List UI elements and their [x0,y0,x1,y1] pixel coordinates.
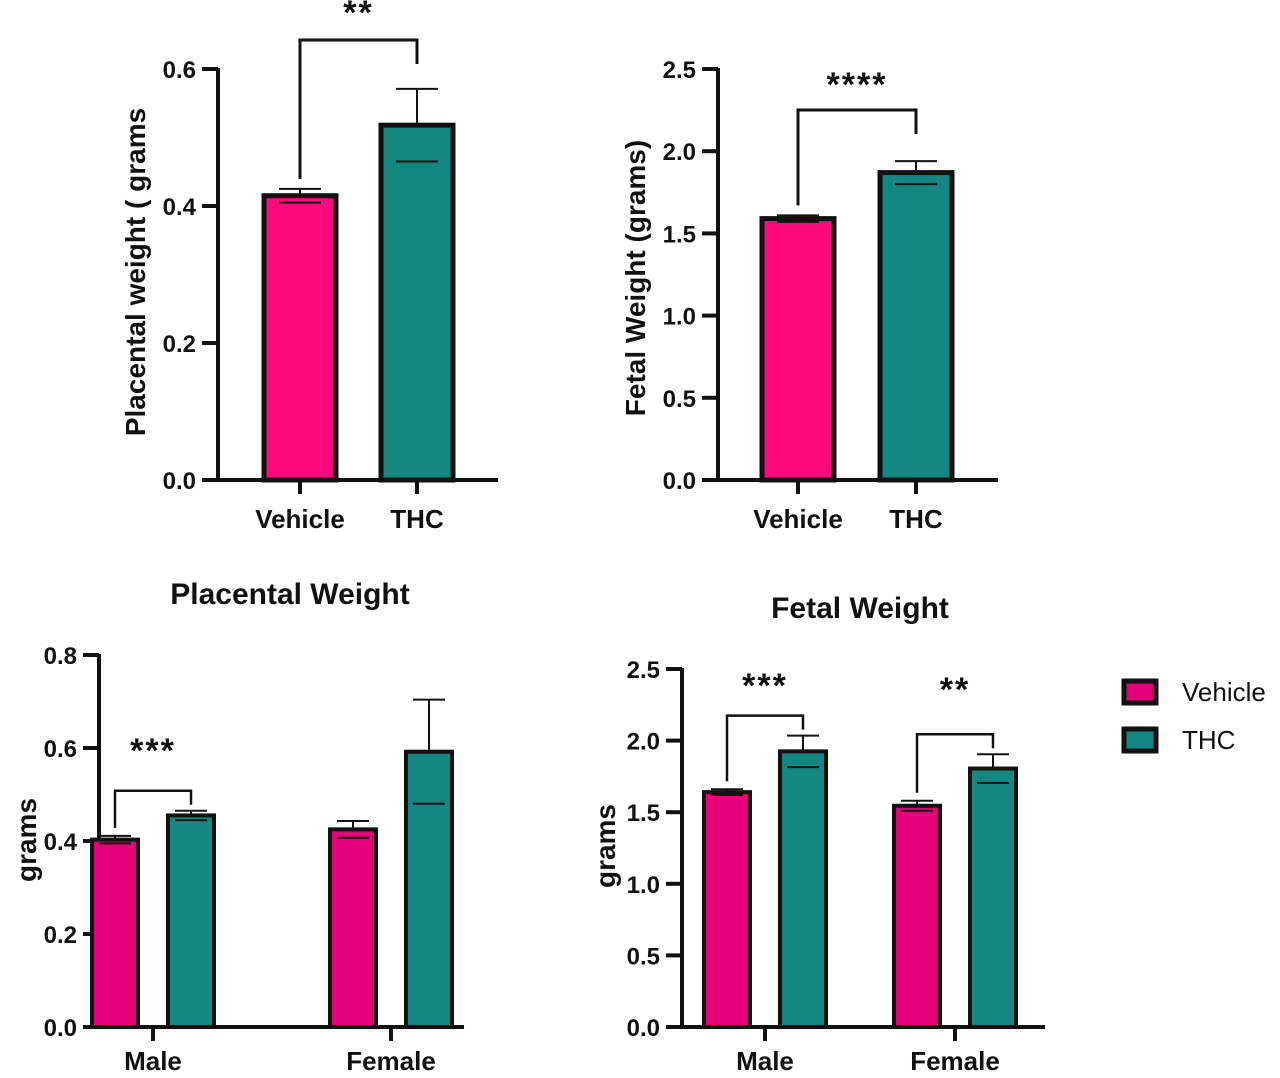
bar-male-thc [166,813,216,1029]
significance-marker: *** [130,732,176,770]
x-tick-label: Vehicle [255,504,345,534]
y-tick-label: 2.5 [627,657,660,684]
y-tick-label: 1.5 [663,221,696,248]
bar-female-vehicle [892,803,942,1029]
bar-male-vehicle [90,837,140,1029]
bar-thc [877,170,955,483]
y-tick-label: 0.5 [663,386,696,413]
significance-bracket [915,732,995,793]
y-tick-label: 0.4 [44,829,78,856]
bar-male-vehicle [702,790,752,1029]
y-tick-label: 0.0 [663,468,696,495]
bar-thc [378,122,456,483]
chart-title: Placental Weight [170,578,410,611]
y-axis-label: grams [11,798,42,882]
significance-bracket [796,108,918,206]
x-tick-label: Male [124,1046,182,1076]
significance-marker: *** [742,667,788,705]
x-tick-label: Vehicle [753,504,843,534]
x-tick-label: Male [736,1046,794,1076]
placental-overall-chart: Placental weight ( grams 0.0 0.2 0.4 0.6 Vehi… [120,0,498,534]
y-tick-label: 0.6 [44,736,77,763]
significance-marker: ** [940,671,970,709]
significance-bracket [113,789,193,828]
y-axis-label: grams [590,804,621,888]
y-tick-label: 1.0 [663,304,696,331]
significance-marker: ** [343,0,373,32]
placental-by-sex-chart: Placental Weight grams 0.0 0.2 0.4 0.6 0.8 Male… [11,578,464,1076]
y-tick-label: 2.0 [627,729,660,756]
legend-label-vehicle: Vehicle [1182,677,1266,707]
bar-vehicle [261,193,339,483]
x-tick-label: Female [346,1046,436,1076]
y-tick-label: 0.6 [163,57,196,84]
significance-bracket [725,714,805,782]
chart-title: Fetal Weight [771,592,949,625]
y-tick-label: 1.5 [627,800,660,827]
bar-vehicle [759,216,837,483]
x-tick-label: Female [910,1046,1000,1076]
y-tick-label: 0.2 [163,331,196,358]
significance-marker: **** [827,66,888,104]
y-tick-label: 0.0 [44,1015,77,1042]
y-tick-label: 0.0 [627,1015,660,1042]
bar-female-vehicle [328,827,378,1029]
y-tick-label: 1.0 [627,872,660,899]
bar-female-thc [968,766,1018,1029]
y-tick-label: 2.5 [663,57,696,84]
x-tick-label: THC [390,504,444,534]
legend-swatch-thc [1121,726,1159,754]
bar-male-thc [778,749,828,1030]
y-axis-label: Placental weight ( grams [120,108,151,436]
significance-bracket [298,38,419,179]
y-tick-label: 0.2 [44,922,77,949]
legend-swatch-vehicle [1121,678,1159,706]
y-tick-label: 0.8 [44,643,77,670]
fetal-by-sex-chart: Fetal Weight grams 0.0 0.5 1.0 1.5 2.0 2.5 Male F… [590,592,1045,1076]
y-tick-label: 0.5 [627,943,660,970]
y-tick-label: 0.0 [163,468,196,495]
y-axis-label: Fetal Weight (grams) [620,140,651,416]
y-tick-label: 2.0 [663,139,696,166]
y-tick-label: 0.4 [163,194,197,221]
x-tick-label: THC [889,504,943,534]
fetal-overall-chart: Fetal Weight (grams) 0.0 0.5 1.0 1.5 2.0 2.5 Ve… [620,57,998,534]
legend-label-thc: THC [1182,725,1235,755]
legend: Vehicle THC [1121,677,1266,755]
bar-female-thc [404,749,454,1029]
